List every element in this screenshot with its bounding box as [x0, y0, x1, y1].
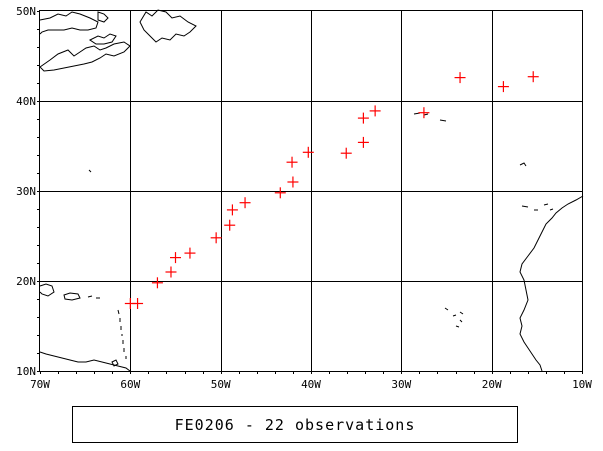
coast-cape-breton: [89, 33, 117, 45]
lon-label: 30W: [391, 378, 411, 391]
coast-trinidad: [111, 359, 119, 367]
lat-label: 10N: [16, 365, 36, 378]
caption-box: FE0206 - 22 observations: [72, 406, 518, 443]
coast-gulf-stlawrence: [39, 11, 99, 35]
latitude-axis: 50N 40N 30N 20N 10N: [16, 5, 40, 378]
coast-hispaniola-east: [39, 283, 55, 297]
observation-marker: [184, 247, 196, 259]
coast-venezuela: [39, 351, 131, 372]
coast-azores: [413, 112, 447, 122]
gridlines: [40, 11, 582, 371]
observation-marker: [165, 266, 177, 278]
coast-virgin-islands: [87, 295, 100, 299]
lon-label: 40W: [301, 378, 321, 391]
observation-marker: [454, 72, 466, 84]
lat-label: 20N: [16, 275, 36, 288]
coast-lesser-antilles: [117, 309, 127, 359]
observation-marker: [210, 232, 222, 244]
lon-label: 50W: [211, 378, 231, 391]
coast-cape-verde: [444, 307, 464, 328]
observation-marker: [286, 156, 298, 168]
observation-marker: [274, 187, 286, 199]
observation-marker: [497, 81, 509, 93]
caption-text: FE0206 - 22 observations: [174, 415, 416, 434]
coast-madeira: [519, 162, 527, 167]
observation-marker: [340, 147, 352, 159]
observation-marker: [239, 197, 251, 209]
observation-marker: [302, 146, 314, 158]
lon-label: 10W: [572, 378, 592, 391]
observation-marker: [287, 176, 299, 188]
coast-nova-scotia: [39, 41, 131, 72]
lat-label: 30N: [16, 185, 36, 198]
lon-label: 20W: [482, 378, 502, 391]
lon-label: 60W: [120, 378, 140, 391]
observation-marker: [418, 107, 430, 119]
observation-marker: [170, 252, 181, 264]
observation-marker: [224, 219, 236, 231]
coast-west-africa: [519, 195, 584, 372]
observation-marker: [527, 71, 539, 83]
observation-marker: [369, 105, 381, 117]
observation-marker: [132, 298, 144, 309]
lon-label: 70W: [30, 378, 50, 391]
lat-label: 50N: [16, 5, 36, 18]
lat-label: 40N: [16, 95, 36, 108]
observation-markers: [124, 71, 539, 309]
longitude-axis: 70W 60W 50W 40W 30W 20W 10W: [30, 371, 592, 391]
coast-puerto-rico: [63, 292, 81, 301]
coast-canary: [521, 203, 554, 211]
coast-labrador: [97, 11, 109, 23]
coast-bermuda: [88, 169, 92, 173]
observation-marker: [151, 277, 163, 289]
coast-newfoundland: [139, 9, 197, 43]
observation-marker: [357, 112, 369, 124]
observation-marker: [357, 136, 369, 148]
observation-marker: [226, 204, 238, 216]
